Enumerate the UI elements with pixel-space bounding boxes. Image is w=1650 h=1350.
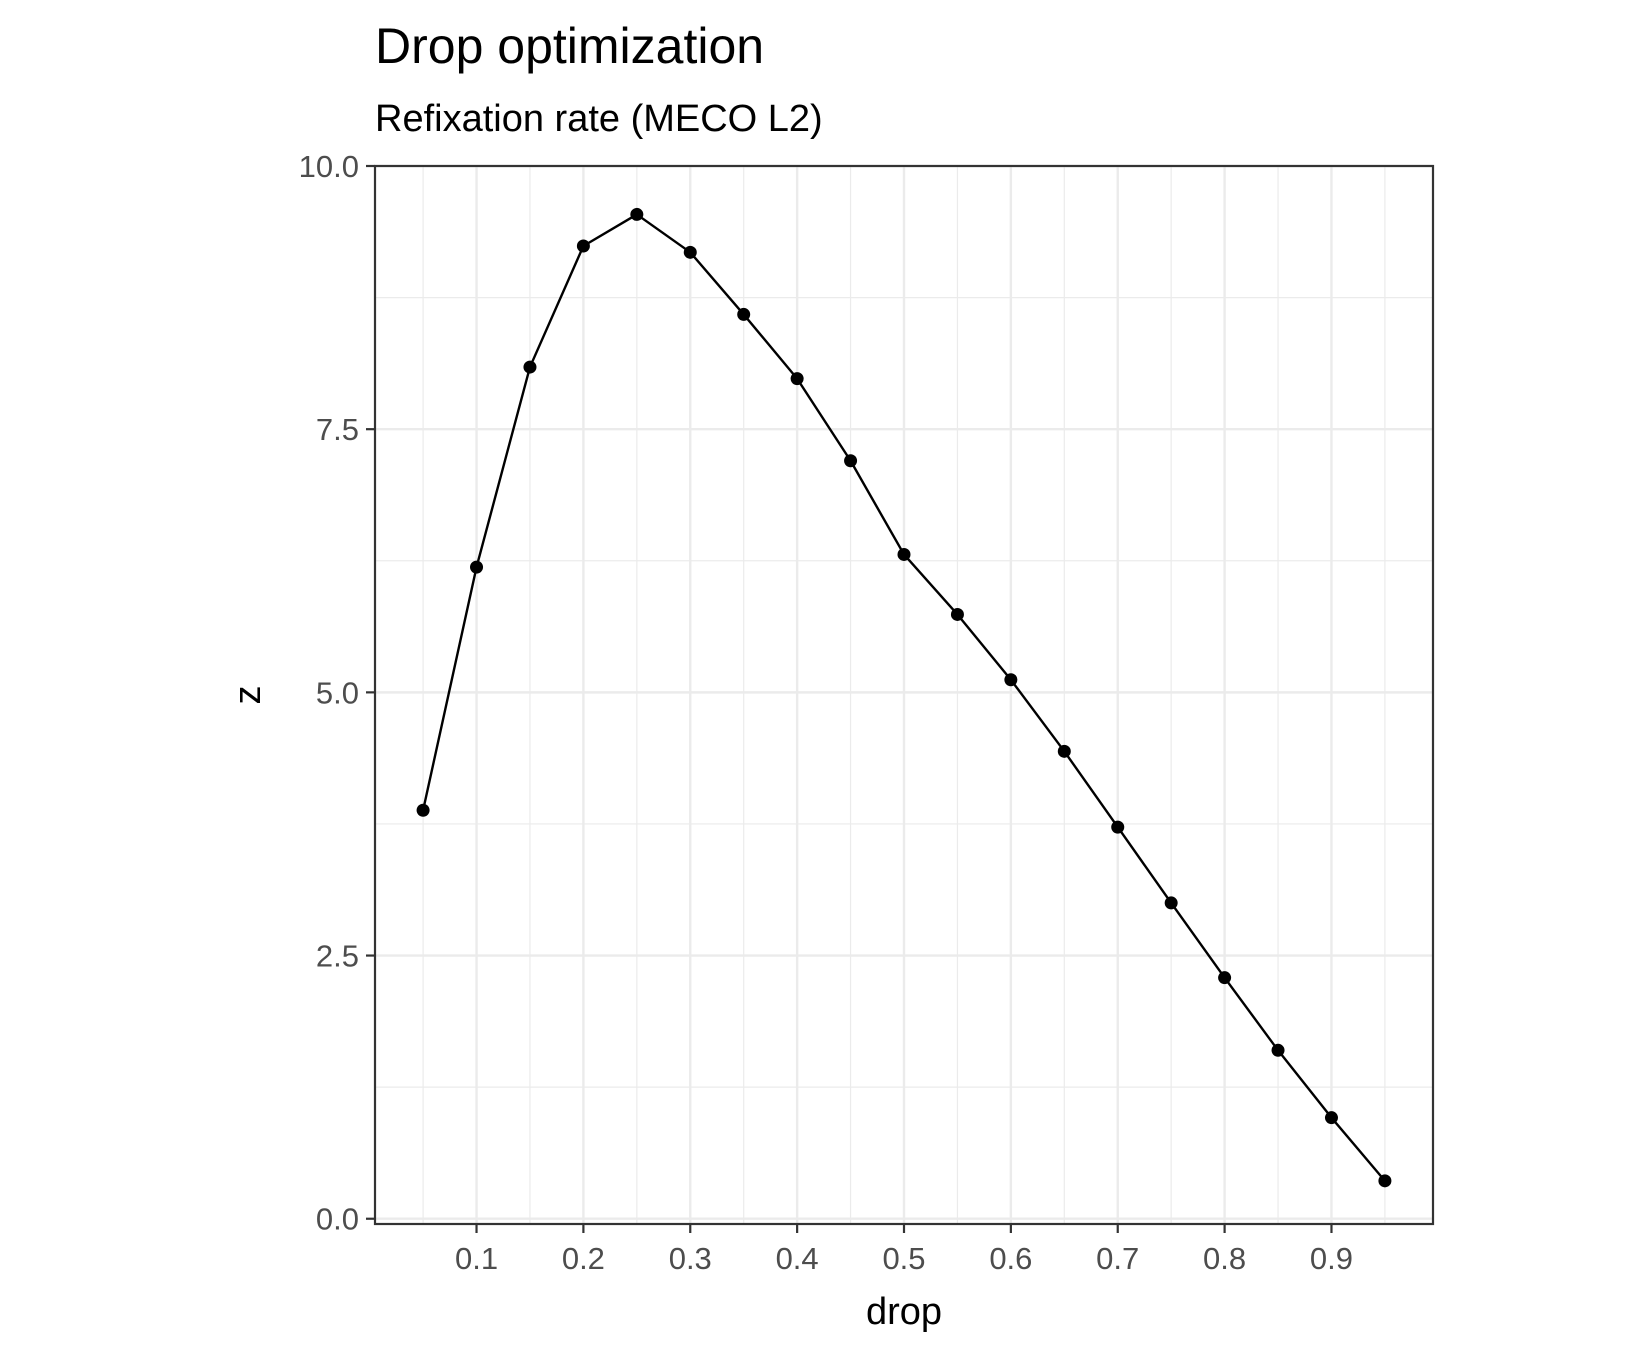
data-point <box>1324 1111 1338 1125</box>
x-tick-label: 0.3 <box>669 1241 712 1276</box>
data-point <box>1111 820 1125 834</box>
data-point <box>576 239 590 253</box>
data-point <box>523 360 537 374</box>
data-point <box>1218 971 1232 985</box>
x-axis-title: drop <box>866 1291 942 1333</box>
data-point <box>950 607 964 621</box>
y-axis: 0.0 2.5 5.0 7.5 10.0 <box>299 149 375 1237</box>
x-tick-label: 0.7 <box>1096 1241 1139 1276</box>
data-point <box>470 560 484 574</box>
y-tick-label: 7.5 <box>316 412 359 447</box>
x-tick-label: 0.9 <box>1310 1241 1353 1276</box>
data-point <box>416 803 430 817</box>
data-point <box>897 547 911 561</box>
data-point <box>737 307 751 321</box>
y-axis-title: z <box>227 686 269 705</box>
data-point <box>844 454 858 468</box>
x-tick-label: 0.6 <box>989 1241 1032 1276</box>
chart-subtitle: Refixation rate (MECO L2) <box>375 98 823 140</box>
y-tick-label: 10.0 <box>299 149 359 184</box>
data-point <box>1004 673 1018 687</box>
chart-title: Drop optimization <box>375 18 764 74</box>
data-point <box>630 207 644 221</box>
x-tick-label: 0.4 <box>776 1241 819 1276</box>
data-point <box>1271 1043 1285 1057</box>
data-point <box>790 372 804 386</box>
x-tick-label: 0.2 <box>562 1241 605 1276</box>
data-point <box>1378 1174 1392 1188</box>
y-tick-label: 2.5 <box>316 939 359 974</box>
x-axis: 0.1 0.2 0.3 0.4 0.5 0.6 0.7 0.8 0.9 <box>455 1224 1353 1276</box>
data-point <box>1164 896 1178 910</box>
data-point <box>683 245 697 259</box>
x-tick-label: 0.5 <box>882 1241 925 1276</box>
series-layer <box>416 207 1392 1188</box>
y-tick-label: 5.0 <box>316 675 359 710</box>
x-tick-label: 0.8 <box>1203 1241 1246 1276</box>
grid-lines <box>375 164 1433 1224</box>
y-tick-label: 0.0 <box>316 1202 359 1237</box>
data-point <box>1057 744 1071 758</box>
x-tick-label: 0.1 <box>455 1241 498 1276</box>
